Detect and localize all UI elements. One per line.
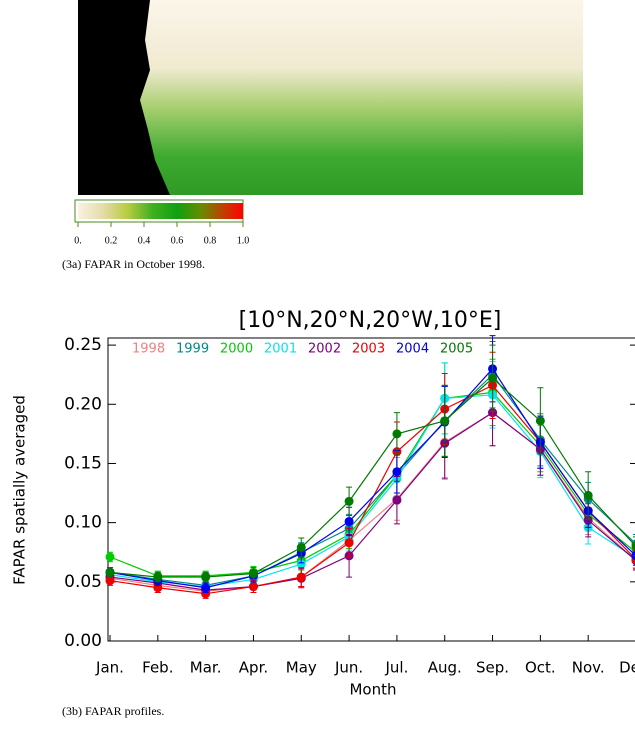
y-tick-label: 0.25: [64, 335, 102, 355]
data-point: [249, 582, 258, 591]
data-point: [392, 429, 401, 438]
colorbar-tick-label: 0.4: [138, 235, 151, 246]
series-line: [110, 395, 635, 587]
legend-entry: 2002: [308, 342, 341, 357]
data-point: [297, 543, 306, 552]
data-point: [440, 416, 449, 425]
x-tick-label: Aug.: [428, 659, 462, 677]
plot-frame: [108, 338, 635, 641]
data-point: [584, 491, 593, 500]
series-line: [110, 392, 635, 575]
series-line: [110, 413, 635, 591]
colorbar-tick-label: 1.0: [237, 235, 250, 246]
x-tick-label: May: [286, 659, 317, 677]
x-tick-label: Sep.: [476, 659, 509, 677]
data-point: [345, 538, 354, 547]
data-point: [201, 573, 210, 582]
data-point: [392, 467, 401, 476]
x-tick-label: Jan.: [95, 659, 124, 677]
series-line: [110, 369, 635, 588]
legend-entry: 2000: [220, 342, 253, 357]
data-point: [345, 497, 354, 506]
x-tick-label: Dec.: [619, 659, 635, 677]
y-tick-label: 0.00: [64, 631, 102, 651]
legend-entry: 1998: [132, 342, 165, 357]
chart-title: [10°N,20°N,20°W,10°E]: [239, 308, 502, 333]
x-tick-label: Apr.: [239, 659, 268, 677]
legend-entry: 2005: [440, 342, 473, 357]
data-point: [106, 552, 115, 561]
data-point: [106, 568, 115, 577]
y-axis-label: FAPAR spatially averaged: [11, 395, 29, 585]
series-line: [110, 375, 635, 586]
x-tick-label: Jul.: [384, 659, 408, 677]
legend-entry: 2001: [264, 342, 297, 357]
colorbar-tick-label: 0.8: [204, 235, 217, 246]
x-tick-label: Feb.: [142, 659, 173, 677]
map: [78, 0, 583, 195]
data-point: [345, 517, 354, 526]
x-tick-label: Mar.: [190, 659, 222, 677]
caption: (3b) FAPAR profiles.: [62, 704, 164, 718]
data-point: [392, 496, 401, 505]
legend-entry: 1999: [176, 342, 209, 357]
colorbar: [78, 203, 243, 219]
caption: (3a) FAPAR in October 1998.: [62, 257, 205, 271]
series-line: [110, 385, 635, 593]
data-point: [249, 569, 258, 578]
legend-entry: 2004: [396, 342, 429, 357]
data-point: [488, 374, 497, 383]
x-axis-label: Month: [349, 681, 396, 699]
y-tick-label: 0.20: [64, 394, 102, 414]
y-tick-label: 0.15: [64, 453, 102, 473]
y-tick-label: 0.10: [64, 513, 102, 533]
data-point: [536, 416, 545, 425]
x-tick-label: Jun.: [334, 659, 363, 677]
y-tick-label: 0.05: [64, 572, 102, 592]
data-point: [153, 573, 162, 582]
legend-entry: 2003: [352, 342, 385, 357]
colorbar-tick-label: 0.6: [171, 235, 184, 246]
data-point: [201, 583, 210, 592]
data-point: [297, 573, 306, 582]
x-tick-label: Nov.: [572, 659, 605, 677]
x-tick-label: Oct.: [525, 659, 556, 677]
colorbar-tick-label: 0.: [74, 235, 82, 246]
colorbar-tick-label: 0.2: [105, 235, 118, 246]
